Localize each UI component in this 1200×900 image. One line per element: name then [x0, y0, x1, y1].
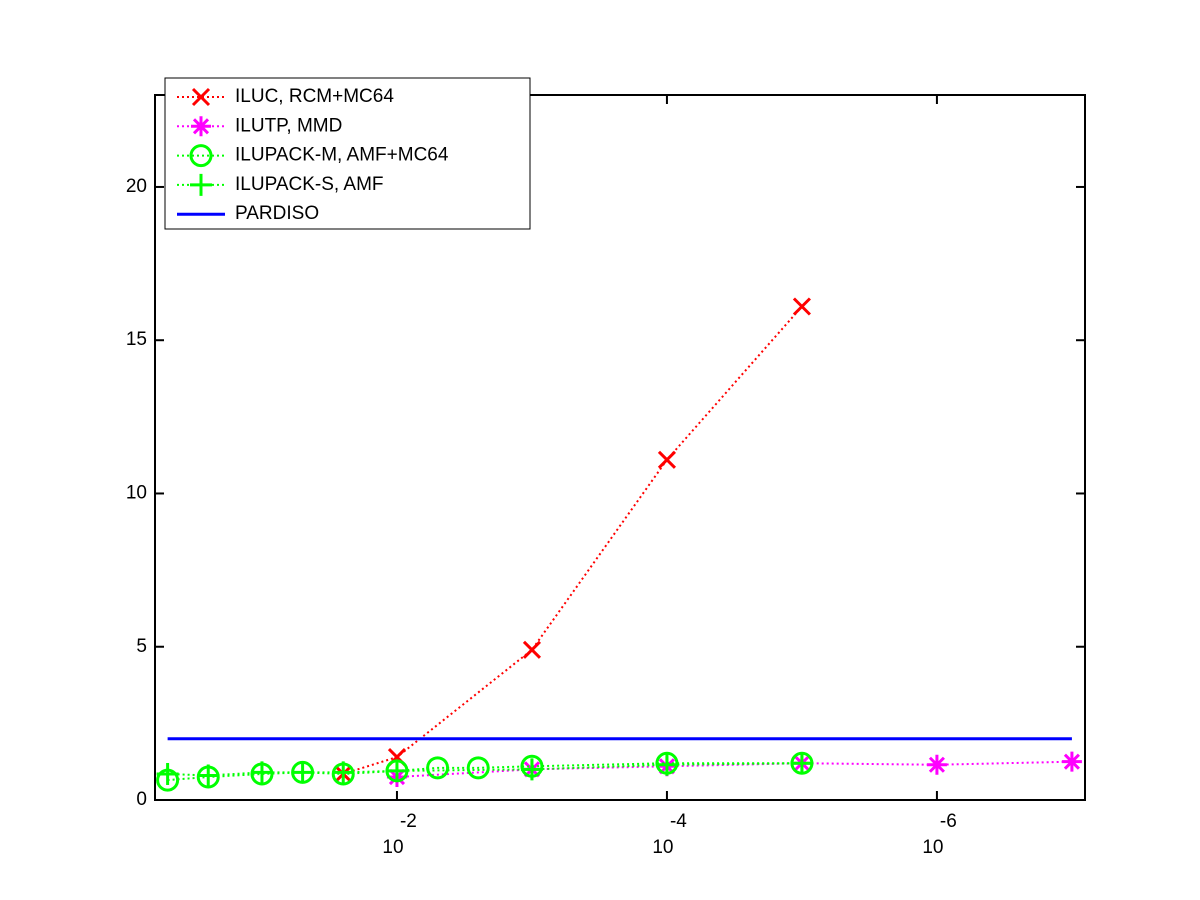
- marker: [790, 752, 813, 775]
- legend-label: PARDISO: [235, 203, 319, 224]
- y-tick-label: 15: [126, 329, 147, 350]
- marker: [250, 762, 274, 786]
- x-tick-label: 10: [922, 837, 943, 858]
- legend-label: ILUPACK-M, AMF+MC64: [235, 145, 449, 166]
- x-tick-label: 10: [652, 837, 673, 858]
- y-tick-label: 5: [136, 636, 147, 657]
- legend-label: ILUTP, MMD: [235, 115, 342, 136]
- marker: [385, 759, 408, 782]
- y-tick-label: 10: [126, 482, 147, 503]
- marker: [522, 640, 542, 659]
- marker: [1061, 751, 1082, 772]
- y-tick-label: 0: [136, 789, 147, 810]
- legend-marker: [191, 87, 211, 107]
- marker: [332, 761, 355, 784]
- marker: [426, 756, 450, 780]
- marker: [657, 450, 677, 469]
- marker: [792, 297, 811, 316]
- legend-marker: [190, 173, 212, 196]
- marker: [520, 754, 544, 778]
- marker: [655, 753, 678, 776]
- legend-marker: [191, 116, 211, 137]
- marker: [331, 762, 355, 786]
- marker: [156, 768, 180, 792]
- marker: [926, 754, 947, 775]
- legend-marker: [189, 144, 213, 168]
- marker: [655, 751, 679, 775]
- series-line: [167, 762, 802, 782]
- legend-label: ILUC, RCM+MC64: [235, 86, 394, 107]
- legend-label: ILUPACK-S, AMF: [235, 174, 384, 195]
- x-tick-exponent: -4: [670, 811, 687, 832]
- x-tick-exponent: -2: [400, 811, 417, 832]
- y-tick-label: 20: [126, 176, 147, 197]
- x-tick-label: 10: [382, 837, 403, 858]
- marker: [291, 761, 314, 784]
- x-tick-exponent: -6: [940, 811, 957, 832]
- marker: [156, 762, 179, 785]
- marker: [466, 756, 490, 780]
- marker: [196, 765, 220, 789]
- marker: [520, 758, 543, 781]
- legend-box: [164, 77, 531, 230]
- marker: [250, 761, 273, 784]
- marker: [197, 764, 220, 787]
